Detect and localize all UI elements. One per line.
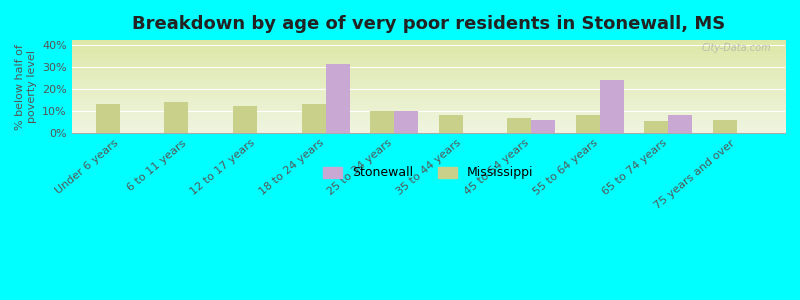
Bar	[713, 120, 737, 133]
Bar	[96, 104, 120, 133]
Bar	[531, 120, 555, 133]
Bar	[600, 80, 624, 133]
Bar	[576, 115, 600, 133]
Bar	[164, 102, 188, 133]
Y-axis label: % below half of
poverty level: % below half of poverty level	[15, 44, 37, 130]
Bar	[394, 111, 418, 133]
Title: Breakdown by age of very poor residents in Stonewall, MS: Breakdown by age of very poor residents …	[132, 15, 725, 33]
Bar	[669, 115, 693, 133]
Bar	[645, 121, 669, 133]
Legend: Stonewall, Mississippi: Stonewall, Mississippi	[318, 161, 538, 184]
Bar	[370, 111, 394, 133]
Text: City-Data.com: City-Data.com	[701, 43, 770, 53]
Bar	[302, 104, 326, 133]
Bar	[233, 106, 257, 133]
Bar	[507, 118, 531, 133]
Bar	[438, 115, 462, 133]
Bar	[326, 64, 350, 133]
